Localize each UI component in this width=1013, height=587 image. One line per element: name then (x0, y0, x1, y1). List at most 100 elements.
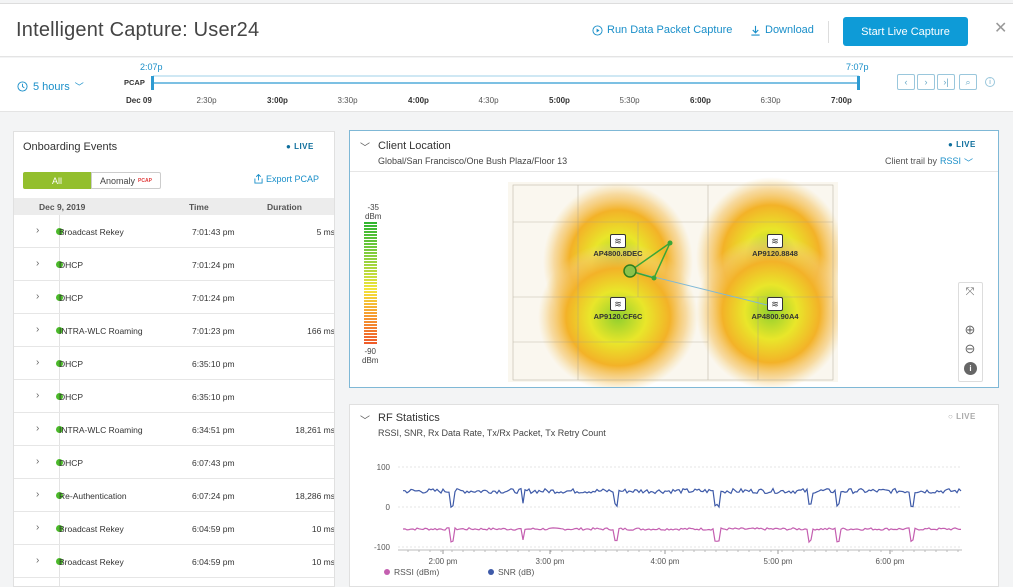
trail-point (667, 240, 673, 246)
expand-chevron-icon[interactable]: › (36, 291, 40, 302)
collapse-chevron-icon[interactable]: ﹀ (360, 416, 370, 427)
timeline-bar: 5 hours ﹀ 2:07p 7:07p PCAP Dec 09 2:30p 3:… (0, 58, 1013, 112)
info-icon[interactable]: i (985, 77, 995, 87)
chevron-down-icon: ﹀ (74, 82, 84, 92)
expand-chevron-icon[interactable]: › (36, 225, 40, 236)
event-name: DHCP (59, 293, 84, 303)
live-badge: ● LIVE (286, 142, 314, 151)
event-time: 7:01:23 pm (192, 326, 235, 336)
timeline-end-handle[interactable] (857, 76, 860, 90)
event-row[interactable]: › Broadcast Rekey 6:04:59 pm 10 ms (14, 545, 335, 578)
expand-chevron-icon[interactable]: › (36, 324, 40, 335)
fit-map-icon[interactable]: ⤧ (965, 286, 975, 298)
x-tick-label: 5:00 pm (764, 557, 793, 566)
event-row[interactable]: › INTRA-WLC Roaming 6:34:51 pm 18,261 ms (14, 413, 335, 446)
step-forward-button[interactable]: › (917, 74, 935, 90)
download-link[interactable]: Download (750, 24, 814, 36)
expand-chevron-icon[interactable]: › (36, 258, 40, 269)
event-row[interactable]: › DHCP 6:35:10 pm (14, 347, 334, 380)
event-row[interactable]: › DHCP 7:01:24 pm (14, 281, 334, 314)
collapse-chevron-icon[interactable]: ﹀ (360, 143, 370, 154)
step-back-button[interactable]: ‹ (897, 74, 915, 90)
event-row[interactable]: › DHCP 7:01:24 pm (14, 248, 334, 281)
event-name: DHCP (59, 458, 84, 468)
expand-chevron-icon[interactable]: › (36, 357, 40, 368)
timeline-start-handle[interactable] (151, 76, 154, 90)
event-row[interactable]: › Broadcast Rekey 6:04:59 pm 10 ms (14, 512, 334, 545)
access-point-marker[interactable]: ≋ AP4800.90A4 (740, 297, 810, 321)
event-name: DHCP (59, 359, 84, 369)
event-duration: 18,286 ms (295, 491, 335, 501)
tab-all[interactable]: All (23, 172, 91, 189)
event-row[interactable]: › INTRA-WLC Roaming 7:01:23 pm 166 ms (14, 314, 334, 347)
floor-map[interactable] (508, 177, 838, 387)
client-trail-select[interactable]: Client trail by RSSI ﹀ (885, 156, 974, 168)
legend-snr[interactable]: SNR (dB) (488, 567, 534, 577)
scale-top-label: -35 dBm (365, 203, 382, 221)
events-table-header: Dec 9, 2019 Time Duration (14, 198, 334, 215)
ap-name: AP4800.90A4 (751, 312, 799, 321)
legend-rssi[interactable]: RSSI (dBm) (384, 567, 439, 577)
export-icon (254, 174, 263, 184)
ap-name: AP9120.8848 (752, 249, 798, 258)
event-time: 7:01:24 pm (192, 260, 235, 270)
event-row[interactable]: › DHCP 6:35:10 pm (14, 380, 334, 413)
client-location-marker[interactable] (623, 264, 637, 278)
timeline-tick-label: 6:00p (690, 96, 711, 105)
access-point-marker[interactable]: ≋ AP4800.8DEC (583, 234, 653, 258)
client-location-panel: ﹀ Client Location ● LIVE Global/San Fran… (349, 130, 999, 388)
event-name: INTRA-WLC Roaming (59, 326, 143, 336)
tab-anomaly[interactable]: Anomaly PCAP (91, 172, 161, 189)
access-point-marker[interactable]: ≋ AP9120.8848 (740, 234, 810, 258)
export-pcap-link[interactable]: Export PCAP (254, 174, 319, 184)
event-name: Broadcast Rekey (59, 227, 124, 237)
location-breadcrumb: Global/San Francisco/One Bush Plaza/Floo… (378, 156, 568, 166)
event-name: Re-Authentication (59, 491, 127, 501)
event-name: Broadcast Rekey (59, 557, 124, 567)
wifi-icon: ≋ (767, 234, 783, 248)
status-dot (56, 228, 63, 235)
wifi-icon: ≋ (610, 297, 626, 311)
timeline-tick-label: Dec 09 (126, 96, 152, 105)
expand-chevron-icon[interactable]: › (36, 522, 40, 533)
timeline-start-label: 2:07p (140, 62, 163, 72)
pcap-badge: PCAP (138, 177, 152, 184)
wifi-icon: ≋ (767, 297, 783, 311)
event-row[interactable]: › DHCP 6:07:43 pm (14, 446, 334, 479)
close-icon[interactable]: ✕ (994, 20, 1008, 37)
event-duration: 10 ms (311, 557, 335, 567)
timeline-tick-label: 3:00p (267, 96, 288, 105)
access-point-marker[interactable]: ≋ AP9120.CF6C (583, 297, 653, 321)
zoom-reset-button[interactable]: ⌕ (959, 74, 977, 90)
event-row[interactable]: › Broadcast Rekey 7:01:43 pm 5 ms (14, 215, 334, 248)
client-location-title: Client Location (378, 140, 451, 152)
timeline-track[interactable] (148, 72, 864, 94)
status-dot (56, 525, 63, 532)
status-dot (56, 261, 63, 268)
run-packet-capture-link[interactable]: Run Data Packet Capture (592, 24, 732, 36)
rf-chart[interactable]: 100 0 -100 2:00 pm 3:00 pm 4:00 pm 5:00 pm 6:00… (350, 449, 998, 574)
event-name: INTRA-WLC Roaming (59, 425, 143, 435)
event-time: 6:35:10 pm (192, 359, 235, 369)
x-tick-label: 3:00 pm (536, 557, 565, 566)
time-range-select[interactable]: 5 hours ﹀ (17, 80, 84, 93)
event-time: 7:01:24 pm (192, 293, 235, 303)
rf-statistics-panel: ﹀ RF Statistics ○ LIVE RSSI, SNR, Rx Dat… (349, 404, 999, 587)
event-name: DHCP (59, 392, 84, 402)
expand-chevron-icon[interactable]: › (36, 456, 40, 467)
start-live-capture-button[interactable]: Start Live Capture (843, 17, 968, 46)
status-dot (56, 459, 63, 466)
map-info-icon[interactable]: i (964, 362, 977, 375)
event-name: DHCP (59, 260, 84, 270)
zoom-out-icon[interactable]: ⊖ (964, 341, 976, 356)
timeline-tick-label: 6:30p (760, 96, 781, 105)
event-row[interactable]: › Re-Authentication 6:07:24 pm 18,286 ms (14, 479, 335, 512)
expand-chevron-icon[interactable]: › (36, 489, 40, 500)
jump-end-button[interactable]: ›| (937, 74, 955, 90)
expand-chevron-icon[interactable]: › (36, 390, 40, 401)
expand-chevron-icon[interactable]: › (36, 555, 40, 566)
timeline-tick-label: 7:00p (831, 96, 852, 105)
expand-chevron-icon[interactable]: › (36, 423, 40, 434)
event-duration: 18,261 ms (295, 425, 335, 435)
zoom-in-icon[interactable]: ⊕ (964, 322, 976, 337)
